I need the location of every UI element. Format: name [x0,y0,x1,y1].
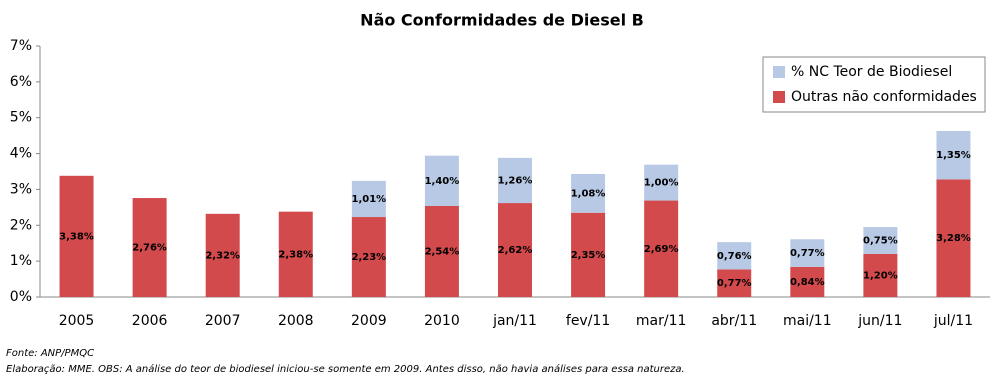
bar-segment [424,205,459,297]
x-tick-label: fev/11 [566,313,610,329]
bar-segment [351,180,386,218]
data-label: 0,75% [863,236,898,247]
bar-segment [790,239,825,267]
chart-title: Não Conformidades de Diesel B [360,11,644,30]
bar-segment [863,227,898,254]
data-label: 3,38% [59,231,94,242]
data-label: 0,84% [790,277,825,288]
bar-segment [424,155,459,206]
x-tick-label: abr/11 [711,313,757,329]
bar-segment [132,198,167,297]
y-tick-label: 6% [10,74,32,90]
x-tick-label: jan/11 [492,313,537,329]
bar-segment [644,164,679,201]
data-label: 1,35% [936,150,971,161]
data-label: 3,28% [936,233,971,244]
x-tick-label: 2008 [278,313,314,329]
legend-box [762,56,986,113]
data-label: 2,76% [132,243,167,254]
bar-segment [351,217,386,297]
data-label: 1,01% [351,194,386,205]
data-label: 0,76% [717,251,752,262]
data-label: 2,54% [425,246,460,257]
footnote: Elaboração: MME. OBS: A análise do teor … [6,363,685,375]
bar-segment [936,179,971,297]
data-label: 1,40% [425,176,460,187]
bar-segment [717,242,752,270]
data-label: 1,08% [571,188,606,199]
bar-segment [59,175,94,297]
bar-segment [205,213,240,297]
legend-label: Outras não conformidades [791,89,977,105]
bar-segment [278,211,313,297]
data-label: 2,23% [351,252,386,263]
y-tick-label: 2% [10,217,32,233]
data-label: 0,77% [717,278,752,289]
y-tick-label: 5% [10,110,32,126]
x-tick-label: 2005 [59,313,95,329]
data-label: 2,32% [205,250,240,261]
x-tick-label: jun/11 [857,313,902,329]
y-tick-label: 4% [10,146,32,162]
legend-swatch [773,91,785,103]
legend-swatch [773,66,785,78]
bar-segment [790,266,825,297]
data-label: 1,00% [644,178,679,189]
bar-segment [498,203,532,297]
x-tick-label: 2007 [205,313,241,329]
x-tick-label: 2010 [424,313,460,329]
data-label: 2,69% [644,244,679,255]
x-tick-label: 2006 [132,313,168,329]
bar-segment [644,200,679,297]
x-tick-label: 2009 [351,313,387,329]
data-label: 1,26% [498,175,533,186]
data-label: 2,38% [278,249,313,260]
bar-segment [571,174,606,213]
y-tick-label: 0% [10,289,32,305]
bar-segment [498,157,532,204]
bar-segment [936,130,971,180]
x-tick-label: mar/11 [636,313,687,329]
y-tick-label: 1% [10,253,32,269]
legend-label: % NC Teor de Biodiesel [791,64,952,80]
y-tick-label: 3% [10,181,32,197]
x-tick-label: jul/11 [933,313,973,329]
bar-segment [863,253,898,297]
x-tick-label: mai/11 [783,313,832,329]
bar-segment [571,212,606,297]
bar-segment [717,269,752,297]
y-tick-label: 7% [10,38,32,54]
source-note: Fonte: ANP/PMQC [6,348,94,359]
data-label: 1,20% [863,270,898,281]
data-label: 2,35% [571,250,606,261]
data-label: 0,77% [790,248,825,259]
data-label: 2,62% [498,245,533,256]
